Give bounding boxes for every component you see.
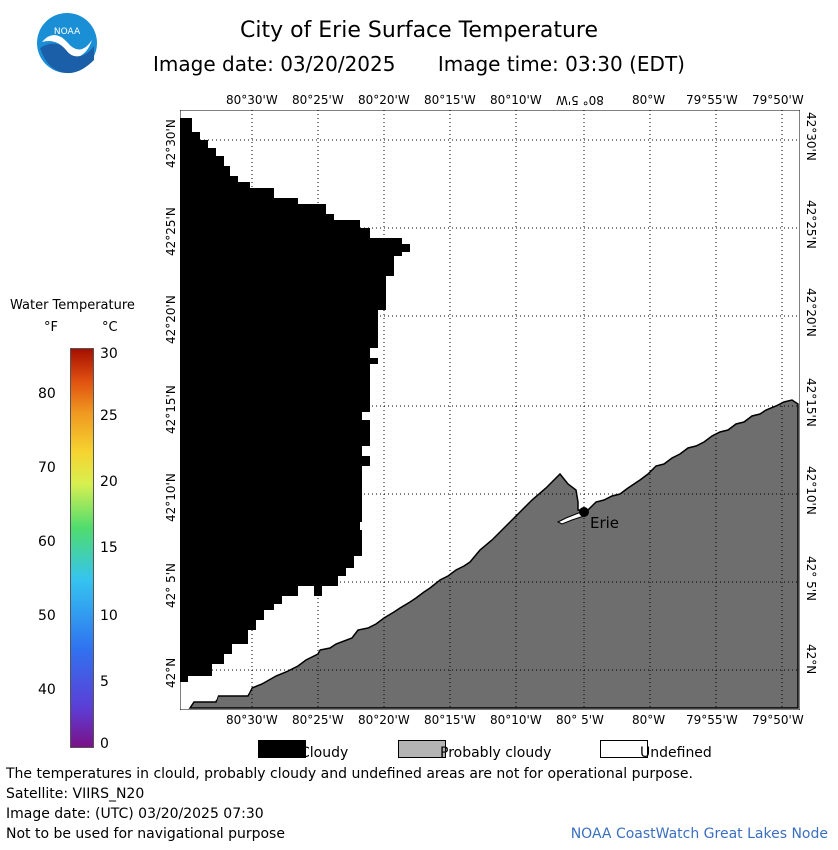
city-marker[interactable] — [579, 507, 589, 517]
noaa-logo-icon: NOAA — [37, 13, 97, 74]
top-lon-label: 80°25'W — [292, 93, 344, 107]
bottom-lon-label: 79°55'W — [686, 713, 738, 727]
legend-label-undefined: Undefined — [640, 745, 712, 761]
right-lat-label: 42°15'N — [804, 378, 818, 427]
footer-note: The temperatures in clould, probably clo… — [6, 766, 693, 782]
right-lat-label: 42° 5'N — [804, 556, 818, 601]
grid-lines — [180, 110, 800, 710]
left-lat-label: 42°15'N — [164, 385, 178, 434]
left-lat-label: 42°10'N — [164, 473, 178, 522]
f-tick: 80 — [38, 386, 56, 402]
image-date: Image date: 03/20/2025 — [153, 52, 396, 76]
top-lon-label: 80° 5'W — [556, 93, 604, 107]
image-time: Image time: 03:30 (EDT) — [437, 52, 685, 76]
right-lat-label: 42°30'N — [804, 112, 818, 161]
bottom-lon-label: 80°20'W — [358, 713, 410, 727]
top-lon-label: 79°55'W — [686, 93, 738, 107]
c-tick: 10 — [100, 608, 118, 624]
footer-utc-date: Image date: (UTC) 03/20/2025 07:30 — [6, 806, 264, 822]
legend-swatch-undefined — [600, 740, 648, 758]
legend-label-probably-cloudy: Probably cloudy — [440, 745, 552, 761]
top-lon-label: 79°50'W — [752, 93, 804, 107]
bottom-lon-label: 80°10'W — [490, 713, 542, 727]
top-lon-label: 80°20'W — [358, 93, 410, 107]
left-lat-label: 42° 5'N — [164, 563, 178, 608]
legend-swatch-probably-cloudy — [398, 740, 446, 758]
city-label: Erie — [590, 514, 619, 532]
f-tick: 60 — [38, 534, 56, 550]
land-area — [188, 399, 799, 709]
bottom-lon-label: 80°25'W — [292, 713, 344, 727]
right-lat-label: 42°20'N — [804, 288, 818, 337]
c-tick: 25 — [100, 408, 118, 424]
bottom-lon-label: 80° 5'W — [556, 713, 604, 727]
top-lon-label: 80°10'W — [490, 93, 542, 107]
f-tick: 70 — [38, 460, 56, 476]
cloud-area — [180, 118, 410, 682]
bottom-lon-label: 79°50'W — [752, 713, 804, 727]
left-lat-label: 42°N — [164, 657, 178, 688]
logo-text: NOAA — [54, 27, 81, 37]
f-tick: 40 — [38, 682, 56, 698]
bottom-lon-label: 80°W — [632, 713, 666, 727]
colorbar-unit-f: °F — [44, 320, 58, 335]
bottom-lon-label: 80°30'W — [226, 713, 278, 727]
c-tick: 5 — [100, 674, 109, 690]
top-lon-label: 80°15'W — [424, 93, 476, 107]
c-tick: 20 — [100, 474, 118, 490]
top-lon-label: 80°W — [632, 93, 666, 107]
bottom-lon-label: 80°15'W — [424, 713, 476, 727]
right-lat-label: 42°10'N — [804, 466, 818, 515]
footer-nav: Not to be used for navigational purpose — [6, 826, 285, 842]
left-lat-label: 42°25'N — [164, 207, 178, 256]
c-tick: 0 — [100, 736, 109, 752]
c-tick: 30 — [100, 346, 118, 362]
footer-credit: NOAA CoastWatch Great Lakes Node — [570, 826, 828, 842]
page-title: City of Erie Surface Temperature — [239, 18, 599, 43]
colorbar-unit-c: °C — [102, 320, 118, 335]
footer-satellite: Satellite: VIIRS_N20 — [6, 786, 145, 802]
legend-label-cloudy: Cloudy — [300, 745, 349, 761]
left-lat-label: 42°20'N — [164, 295, 178, 344]
right-lat-label: 42°N — [804, 644, 818, 675]
top-lon-label: 80°30'W — [226, 93, 278, 107]
left-lat-label: 42°30'N — [164, 119, 178, 168]
colorbar — [70, 348, 94, 748]
right-lat-label: 42°25'N — [804, 200, 818, 249]
noaa-logo: NOAA — [36, 12, 98, 74]
map: Erie — [180, 110, 800, 710]
legend-swatch-cloudy — [258, 740, 306, 758]
f-tick: 50 — [38, 608, 56, 624]
colorbar-title: Water Temperature — [10, 298, 135, 313]
c-tick: 15 — [100, 540, 118, 556]
page-subtitle: Image date: 03/20/2025 Image time: 03:30… — [0, 52, 838, 76]
